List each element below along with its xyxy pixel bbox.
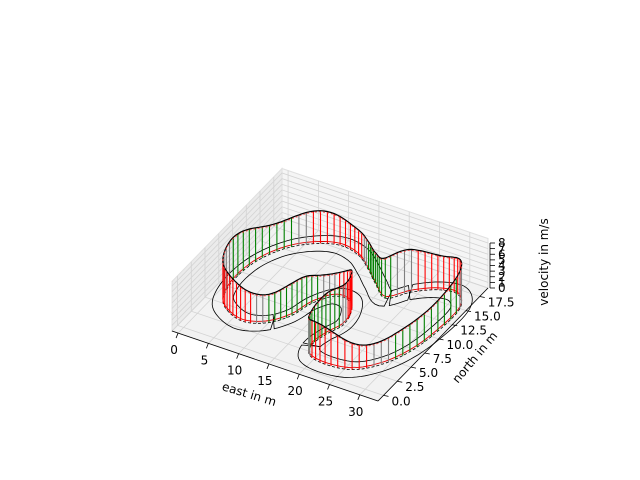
x-tick-label: 25 <box>318 395 333 409</box>
grid-lines <box>171 170 489 396</box>
y-axis-line <box>377 287 489 402</box>
z-grid-line <box>171 200 489 315</box>
y-tick-mark <box>465 310 472 312</box>
velocity-curve <box>222 210 463 346</box>
x-tick-label: 20 <box>288 384 303 398</box>
x-tick-mark <box>266 363 270 370</box>
x-tick-mark <box>205 343 209 349</box>
x-tick-label: 5 <box>201 353 209 367</box>
z-tick-label: 0 <box>498 281 506 295</box>
tick-labels: 0510152025300.02.55.07.510.012.515.017.5… <box>170 236 514 419</box>
x-axis-line <box>171 330 379 402</box>
z-grid-line <box>171 206 489 321</box>
y-tick-mark <box>410 366 417 369</box>
x-tick-mark <box>236 353 240 359</box>
y-tick-mark <box>438 338 444 341</box>
velocity-stems <box>222 210 463 370</box>
x-tick-mark <box>296 374 300 380</box>
reference-velocity-curve <box>222 211 463 347</box>
y-tick-mark <box>452 324 458 327</box>
y-tick-label: 17.5 <box>488 296 515 310</box>
z-tick-label: 7 <box>498 242 506 256</box>
z-tick-label: 8 <box>498 236 506 250</box>
z-tick-label: 5 <box>498 253 506 267</box>
z-axis-label: velocity in m/s <box>537 218 551 305</box>
y-tick-mark <box>479 296 485 298</box>
y-tick-label: 10.0 <box>447 338 474 352</box>
y-tick-label: 7.5 <box>433 352 452 366</box>
y-tick-label: 15.0 <box>474 310 501 324</box>
y-tick-label: 5.0 <box>419 366 438 380</box>
z-grid-line <box>171 195 489 309</box>
z-grid-line <box>171 217 489 332</box>
z-tick-label: 6 <box>498 247 506 261</box>
z-grid-line <box>171 178 489 292</box>
y-tick-label: 2.5 <box>405 380 424 394</box>
z-tick-label: 2 <box>498 270 506 284</box>
x-tick-mark <box>175 332 179 339</box>
x-tick-label: 0 <box>170 343 178 357</box>
y-tick-mark <box>424 352 430 355</box>
y-tick-label: 12.5 <box>460 324 487 338</box>
y-tick-mark <box>397 380 403 383</box>
y-tick-mark <box>383 394 389 397</box>
x-tick-mark <box>327 384 330 390</box>
x-tick-label: 10 <box>227 364 242 378</box>
z-grid-line <box>171 172 489 287</box>
y-tick-label: 0.0 <box>392 394 411 408</box>
z-tick-label: 3 <box>498 264 506 278</box>
z-tick-label: 1 <box>498 275 506 289</box>
z-grid-line <box>171 183 489 298</box>
z-tick-label: 4 <box>498 259 506 273</box>
z-grid-line <box>171 211 489 326</box>
x-tick-label: 15 <box>257 374 272 388</box>
velocity-curves <box>222 210 463 347</box>
track-inner-edge <box>233 250 452 363</box>
z-grid-line <box>171 189 489 304</box>
x-tick-mark <box>357 394 361 400</box>
x-tick-label: 30 <box>348 405 363 419</box>
